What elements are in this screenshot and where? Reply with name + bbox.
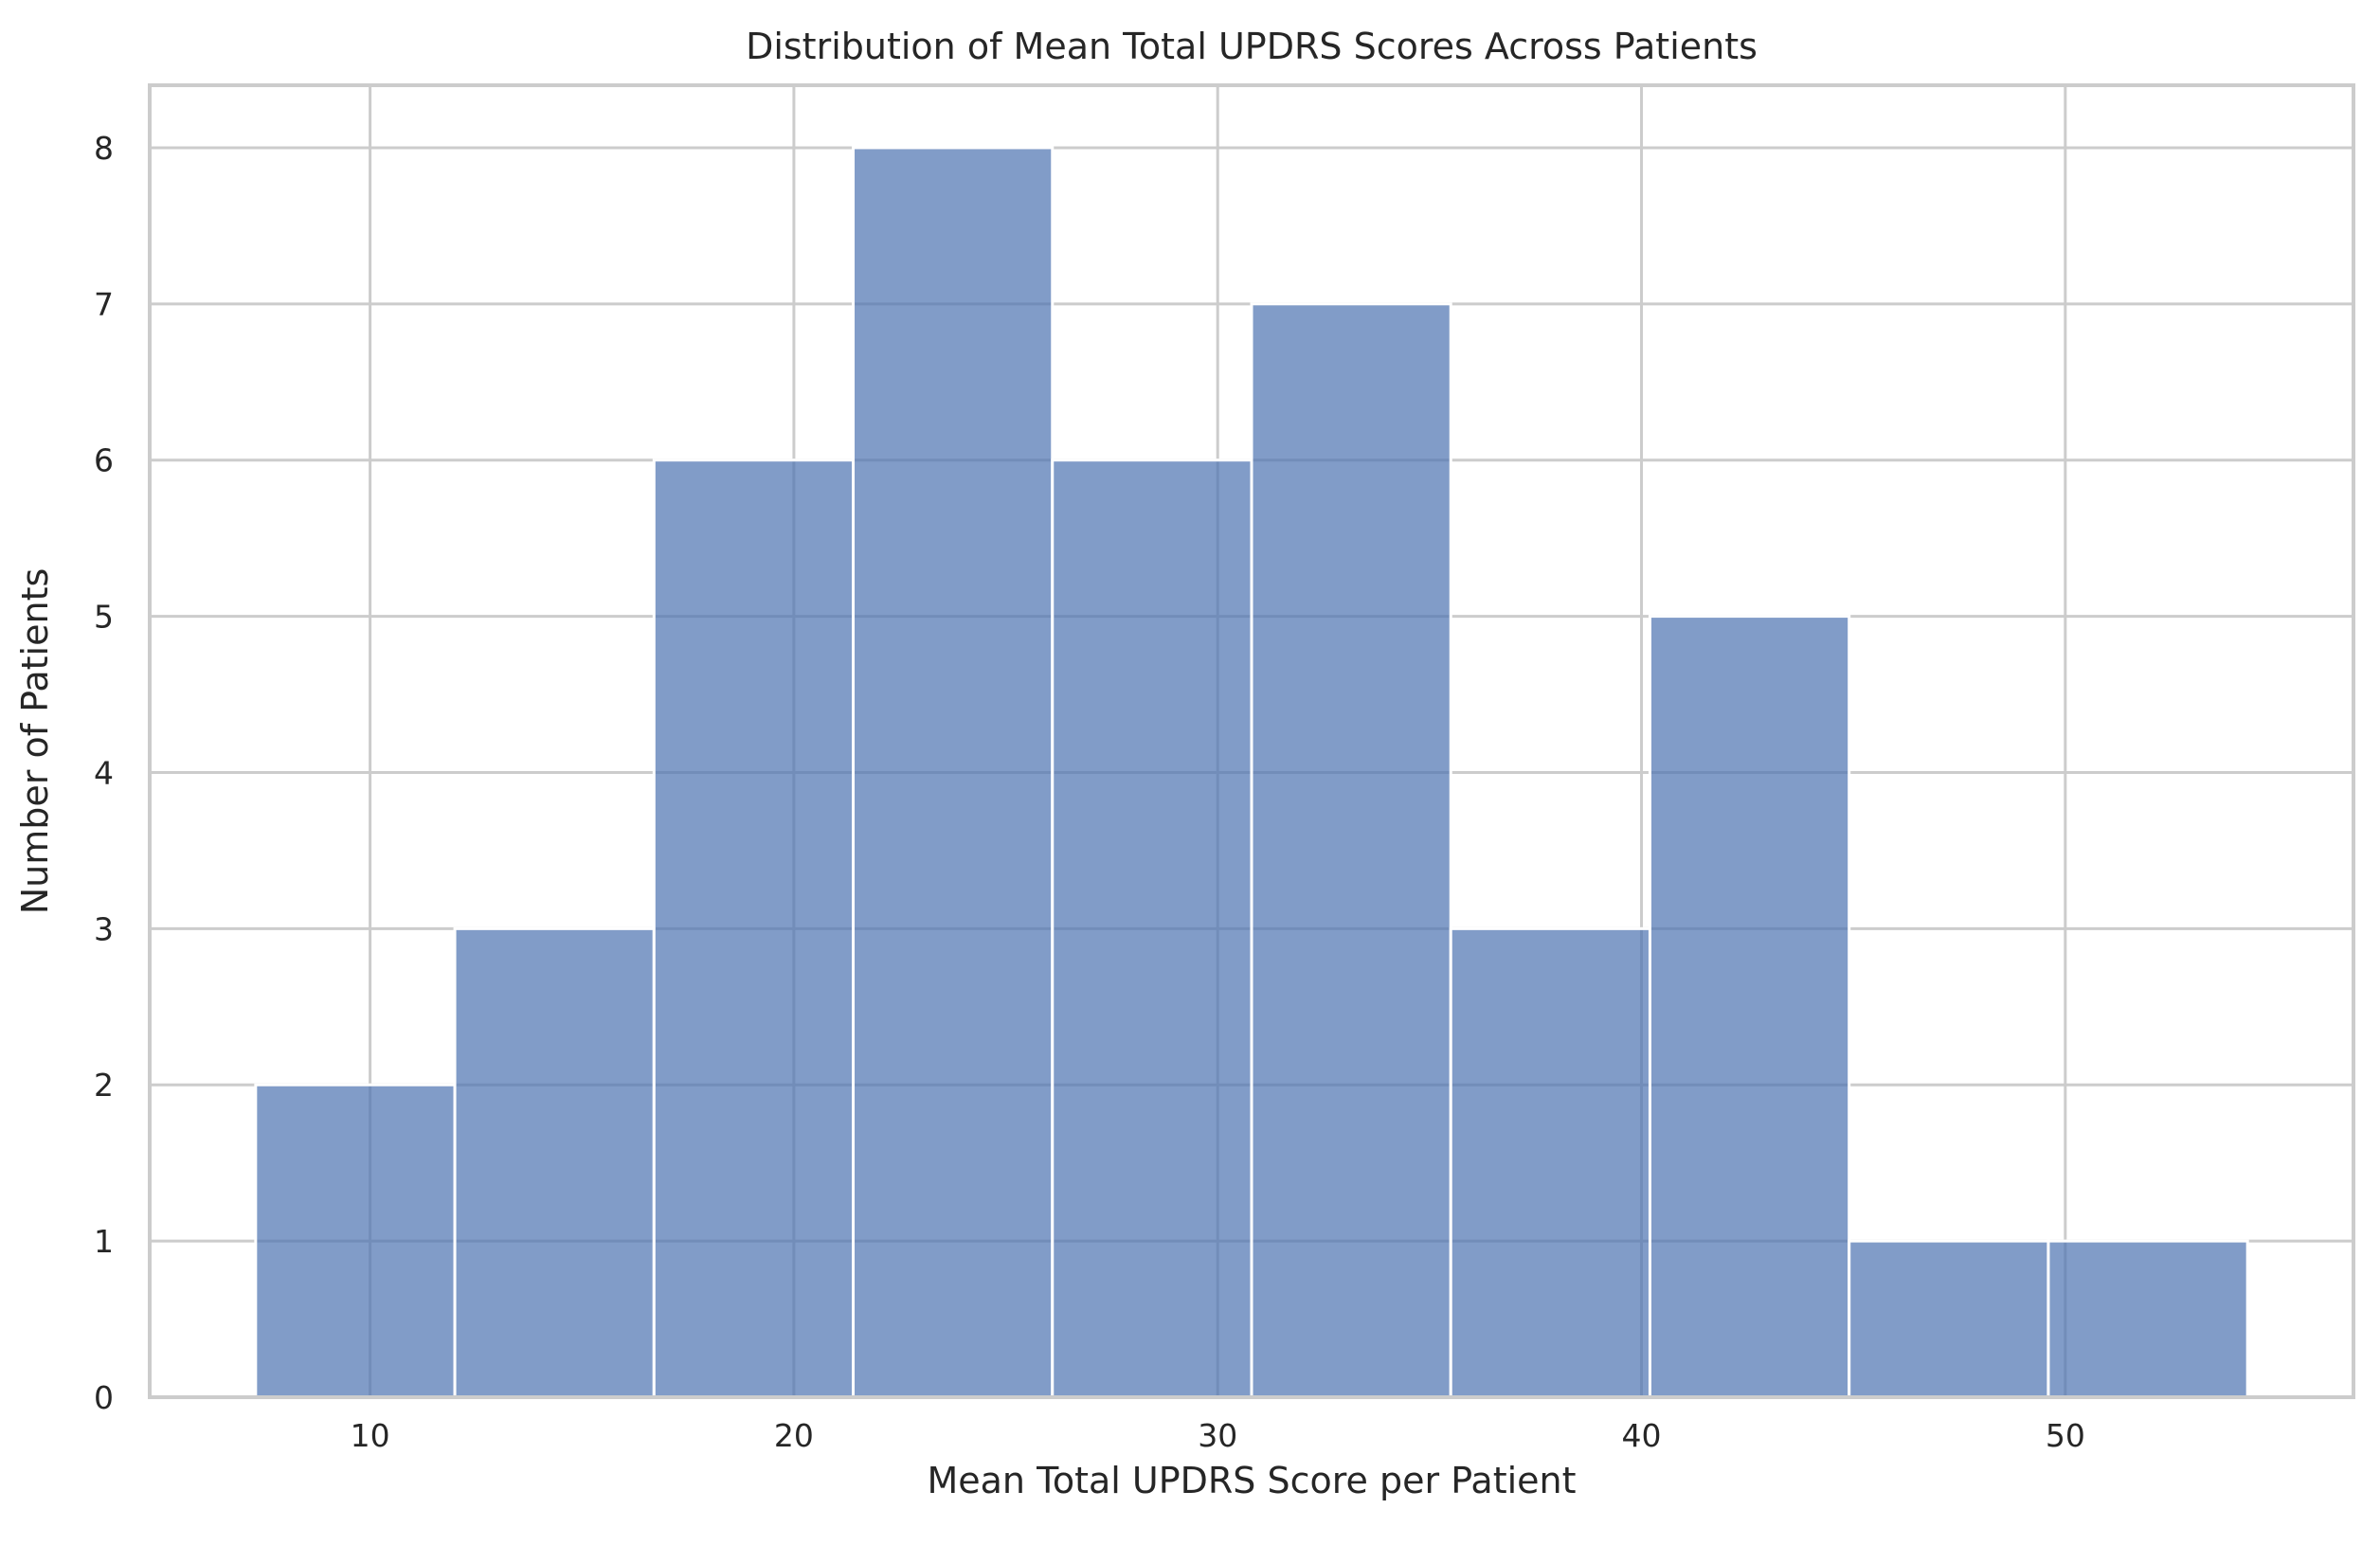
- chart-title: Distribution of Mean Total UPDRS Scores …: [746, 26, 1758, 67]
- x-tick-label: 20: [774, 1417, 814, 1454]
- histogram-bar: [1848, 1239, 2050, 1399]
- y-tick-label: 4: [94, 754, 114, 791]
- histogram-bar: [1449, 926, 1651, 1399]
- y-tick-label: 3: [94, 910, 114, 947]
- x-axis-label: Mean Total UPDRS Score per Patient: [927, 1460, 1576, 1501]
- histogram-bar: [1051, 458, 1253, 1399]
- y-tick-label: 8: [94, 130, 114, 167]
- histogram-bar: [2046, 1239, 2249, 1399]
- y-tick-label: 7: [94, 286, 114, 323]
- x-tick-label: 50: [2046, 1417, 2085, 1454]
- y-tick-label: 6: [94, 442, 114, 479]
- histogram-bars: [254, 146, 2249, 1399]
- y-tick-label: 0: [94, 1379, 114, 1416]
- histogram-bar: [254, 1083, 457, 1399]
- histogram-bar: [852, 146, 1055, 1399]
- y-axis-label: Number of Patients: [14, 568, 56, 915]
- x-tick-label: 10: [351, 1417, 390, 1454]
- histogram-bar: [1250, 302, 1452, 1399]
- histogram-bar: [1648, 615, 1851, 1399]
- y-tick-labels: 0 1 2 3 4 5 6 7 8: [94, 130, 114, 1416]
- plot-frame: [148, 83, 2355, 1399]
- x-tick-label: 30: [1198, 1417, 1237, 1454]
- y-tick-label: 1: [94, 1223, 114, 1260]
- x-tick-label: 40: [1622, 1417, 1662, 1454]
- x-tick-labels: 10 20 30 40 50: [351, 1417, 2085, 1454]
- histogram-bar: [453, 926, 656, 1399]
- histogram-bar: [652, 458, 856, 1399]
- y-tick-label: 5: [94, 599, 114, 636]
- y-tick-label: 2: [94, 1067, 114, 1104]
